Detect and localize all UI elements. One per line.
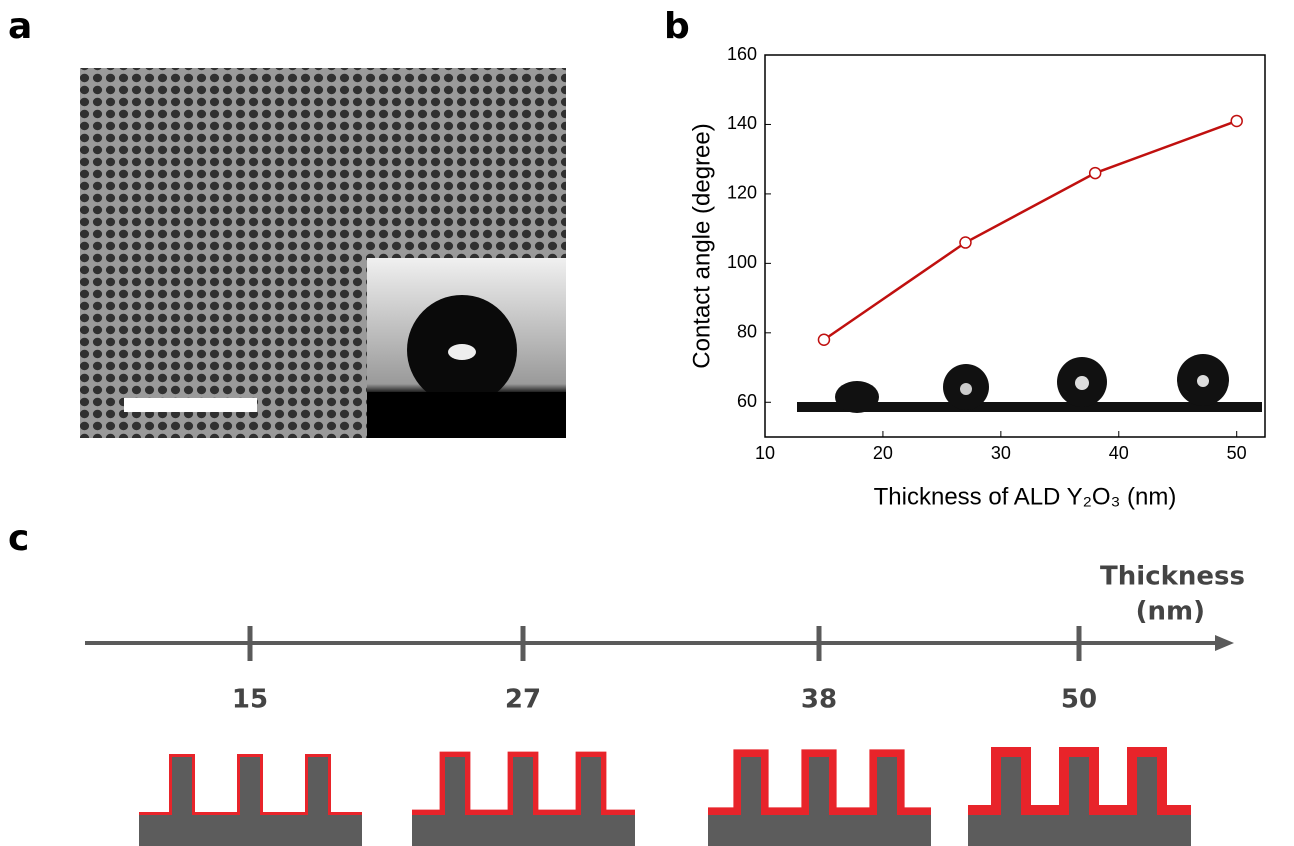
pillar bbox=[308, 757, 328, 815]
droplet-inset bbox=[367, 258, 566, 438]
axis-arrow bbox=[1215, 635, 1234, 651]
coated-structure bbox=[139, 754, 362, 846]
y-tick-label: 160 bbox=[727, 44, 757, 64]
substrate bbox=[412, 815, 635, 846]
data-point bbox=[959, 236, 972, 249]
pillar bbox=[1001, 757, 1021, 815]
x-tick-label: 20 bbox=[873, 443, 893, 463]
panel-label: c bbox=[8, 518, 29, 559]
substrate bbox=[708, 815, 931, 846]
pillar bbox=[1069, 757, 1089, 815]
plot: 10 20 30 40 50 60 80 100 120 140 160 Thickness of A… bbox=[688, 44, 1266, 510]
x-tick-label: 50 bbox=[1227, 443, 1247, 463]
scale-bar bbox=[124, 398, 257, 412]
substrate bbox=[139, 815, 362, 846]
pillar bbox=[172, 757, 192, 815]
panel-label: a bbox=[8, 6, 32, 47]
axis-label: Thickness bbox=[1100, 562, 1245, 592]
y-tick-label: 120 bbox=[727, 183, 757, 203]
coated-structure bbox=[412, 751, 635, 846]
axis-label: (nm) bbox=[1136, 597, 1205, 627]
x-tick-label: 10 bbox=[755, 443, 775, 463]
droplet-images bbox=[797, 354, 1262, 413]
panel-label: b bbox=[664, 6, 690, 47]
data-point bbox=[1230, 114, 1243, 128]
pillar bbox=[581, 757, 601, 815]
substrate bbox=[968, 815, 1191, 846]
pillar bbox=[741, 757, 761, 815]
coated-structure bbox=[968, 747, 1191, 846]
y-tick-label: 100 bbox=[727, 252, 757, 272]
tick-label: 38 bbox=[801, 685, 837, 715]
y-tick-label: 140 bbox=[727, 113, 757, 133]
tick-label: 27 bbox=[505, 685, 541, 715]
pillar bbox=[1137, 757, 1157, 815]
x-axis-label: Thickness of ALD Y₂O₃ (nm) bbox=[874, 483, 1177, 510]
tick-label: 15 bbox=[232, 685, 268, 715]
data-point bbox=[817, 333, 831, 347]
pillar bbox=[445, 757, 465, 815]
pillar bbox=[240, 757, 260, 815]
y-tick-label: 80 bbox=[737, 322, 757, 342]
data-point bbox=[1088, 166, 1102, 180]
x-tick-label: 30 bbox=[991, 443, 1011, 463]
pillar bbox=[877, 757, 897, 815]
coated-structure bbox=[708, 749, 931, 846]
y-tick-label: 60 bbox=[737, 391, 757, 411]
pillar bbox=[809, 757, 829, 815]
tick-label: 50 bbox=[1061, 685, 1097, 715]
pillar bbox=[513, 757, 533, 815]
y-axis-label: Contact angle (degree) bbox=[688, 123, 715, 368]
x-tick-label: 40 bbox=[1109, 443, 1129, 463]
data-line bbox=[823, 119, 1238, 341]
plot-frame bbox=[764, 54, 1266, 438]
thickness-diagram: Thickness (nm) 15 27 38 50 bbox=[85, 562, 1245, 846]
